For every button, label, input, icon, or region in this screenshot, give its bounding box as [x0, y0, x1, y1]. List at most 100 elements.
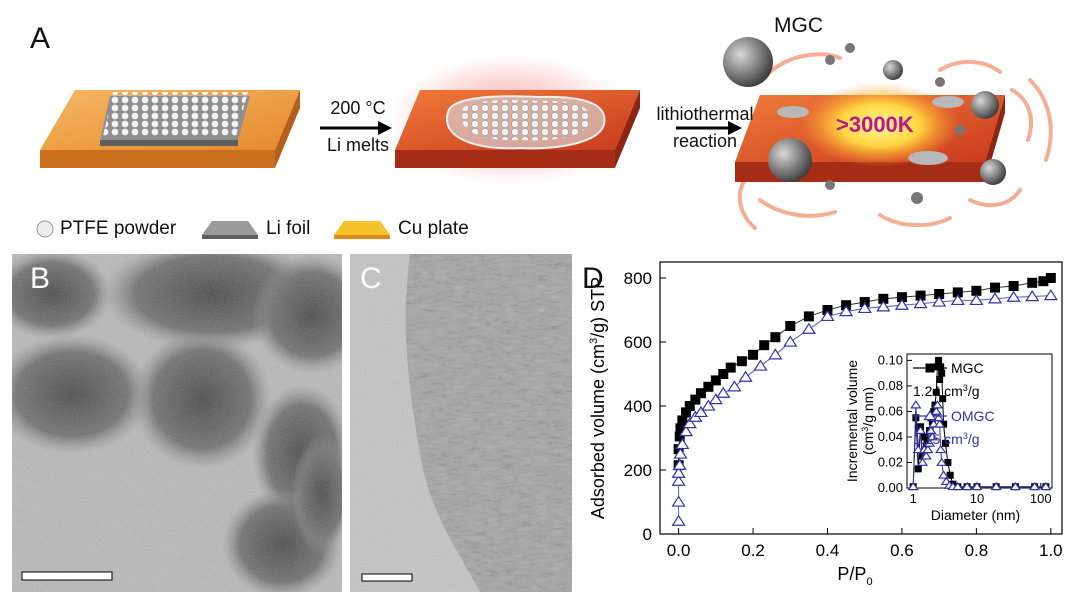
- inset-data-point-mgc: [914, 465, 922, 473]
- step1-condition: 200 °C Li melts: [318, 98, 398, 156]
- inset-data-point-omgc: [926, 432, 939, 441]
- data-point-mgc: [878, 293, 889, 304]
- inset-y-tick-label: 0.10: [878, 352, 903, 367]
- inset-data-point-mgc: [939, 395, 947, 403]
- inset-data-point-omgc: [935, 444, 947, 454]
- x-tick-label: 0.8: [965, 541, 989, 560]
- inset-y-tick-label: 0.02: [878, 454, 903, 469]
- data-point-mgc: [785, 321, 796, 331]
- data-point-mgc: [1038, 276, 1049, 287]
- data-point-omgc: [839, 305, 854, 317]
- inset-data-point-omgc: [916, 457, 929, 466]
- data-point-omgc: [673, 447, 688, 459]
- inset-data-point-omgc: [934, 419, 946, 428]
- inset-data-point-omgc: [1009, 481, 1022, 491]
- legend-cu-plate: Cu plate: [398, 218, 469, 239]
- isotherm-chart: 0.0 0.2 0.4 0.6 0.8 1.0 0 200 400 600 800 P/P0 Adsor…: [588, 261, 1063, 588]
- y-tick-label: 800: [624, 269, 652, 288]
- data-point-omgc: [987, 292, 1003, 304]
- data-point-mgc: [1008, 281, 1019, 291]
- inset-x-tick-label: 1: [910, 491, 917, 506]
- data-point-mgc: [770, 332, 781, 343]
- mgc-particles: [723, 37, 1006, 204]
- data-point-mgc: [736, 356, 747, 367]
- inset-data-point-omgc: [907, 481, 919, 491]
- plot-frame: [659, 261, 1063, 535]
- y-tick-label: 0: [643, 525, 652, 544]
- data-point-omgc: [950, 293, 965, 306]
- hrtem-image-c: [350, 254, 572, 592]
- inset-data-point-omgc: [923, 438, 936, 447]
- data-point-omgc: [682, 417, 697, 429]
- inset-data-point-omgc: [925, 425, 937, 435]
- inset-data-point-mgc: [946, 471, 954, 479]
- data-point-omgc: [727, 380, 742, 392]
- li-foil-legend-icon: [202, 221, 258, 239]
- inset-x-tick-label: 100: [1030, 491, 1052, 506]
- data-point-mgc: [803, 311, 814, 322]
- inset-data-point-omgc: [936, 457, 948, 466]
- inset-y-tick-label: 0.08: [878, 378, 903, 393]
- inset-data-point-omgc: [932, 412, 945, 422]
- inset-data-point-omgc: [971, 481, 983, 491]
- data-point-omgc: [701, 399, 716, 411]
- inset-data-point-mgc: [920, 433, 928, 441]
- y-tick-label: 400: [624, 397, 652, 416]
- x-axis-label: P/P0: [837, 564, 872, 588]
- inset-data-point-omgc: [931, 400, 944, 409]
- inset-y-axis-label-line1: Incremental volume: [844, 360, 860, 482]
- inset-legend-name-mgc: MGC: [951, 360, 984, 376]
- data-point-omgc: [768, 348, 783, 360]
- data-point-mgc: [674, 431, 685, 442]
- data-point-mgc: [990, 282, 1000, 293]
- inset-data-point-mgc: [935, 356, 943, 364]
- scale-bar-b: [21, 571, 113, 581]
- inset-data-point-mgc: [932, 388, 940, 396]
- inset-data-point-omgc: [952, 481, 964, 491]
- x-tick-label: 0.2: [741, 541, 765, 560]
- panel-label-b: B: [30, 262, 51, 295]
- data-point-mgc: [934, 289, 945, 299]
- inset-y-axis-label-line2: (cm3/g nm): [860, 387, 876, 455]
- inset-data-point-omgc: [930, 406, 942, 415]
- step1-line1: 200 °C: [330, 98, 386, 118]
- inset-data-point-mgc: [944, 458, 952, 466]
- data-point-mgc: [710, 375, 721, 386]
- inset-x-tick-label: 10: [970, 491, 984, 506]
- data-point-omgc: [1006, 290, 1021, 302]
- data-point-omgc: [671, 474, 686, 486]
- data-point-omgc: [671, 514, 686, 526]
- inset-data-point-omgc: [1028, 481, 1041, 491]
- data-point-omgc: [820, 309, 835, 322]
- panel-label-d: D: [582, 262, 604, 295]
- tem-image-b: [12, 254, 342, 592]
- inset-data-point-omgc: [910, 400, 922, 409]
- step1-line2: Li melts: [326, 135, 389, 155]
- data-point-mgc: [690, 394, 701, 405]
- data-point-omgc: [1025, 290, 1040, 302]
- inset-data-point-omgc: [914, 425, 927, 435]
- inset-legend-value-mgc: 1.24 cm3/g: [913, 383, 980, 399]
- inset-data-point-omgc: [922, 444, 934, 454]
- cu-plate-legend-icon: [334, 221, 390, 239]
- data-point-mgc: [677, 415, 688, 426]
- data-point-omgc: [783, 335, 798, 347]
- x-tick-label: 0.6: [890, 541, 914, 560]
- data-point-omgc: [708, 393, 723, 405]
- data-point-omgc: [753, 359, 768, 371]
- shock-waves: [737, 52, 1053, 230]
- product-label: MGC: [774, 14, 823, 37]
- inset-y-tick-label: 0.00: [878, 480, 903, 495]
- step2-line1: lithiothermal: [656, 104, 754, 124]
- inset-data-point-omgc: [961, 481, 973, 491]
- data-point-mgc: [684, 401, 695, 411]
- data-point-mgc: [703, 381, 714, 392]
- data-point-mgc: [673, 444, 684, 455]
- step2-condition: lithiothermal reaction: [640, 104, 770, 152]
- data-point-omgc: [969, 293, 984, 306]
- data-point-omgc: [672, 458, 687, 470]
- data-point-omgc: [876, 300, 891, 312]
- data-point-mgc: [725, 362, 736, 373]
- data-point-mgc: [748, 349, 759, 360]
- inset-data-point-omgc: [990, 481, 1002, 491]
